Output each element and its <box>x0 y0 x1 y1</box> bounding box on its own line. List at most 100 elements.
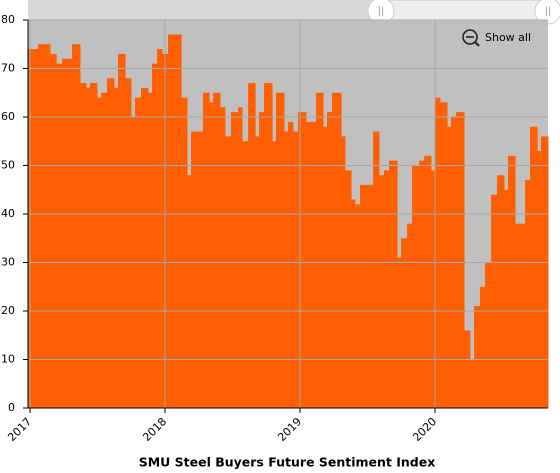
step-bar <box>430 170 436 408</box>
step-bar <box>288 121 294 408</box>
step-bar <box>503 189 509 408</box>
step-bar <box>525 180 531 408</box>
x-tick-label: 2020 <box>410 415 439 444</box>
step-bar <box>491 194 498 408</box>
step-bar <box>258 112 265 409</box>
step-bar <box>135 97 142 408</box>
step-bar <box>440 102 448 408</box>
step-bar <box>241 141 249 408</box>
step-bar <box>255 136 260 408</box>
step-bar <box>316 92 324 408</box>
step-bar <box>359 184 374 408</box>
step-bar <box>187 175 192 408</box>
step-bar <box>397 257 402 408</box>
y-tick-label: 60 <box>1 110 15 123</box>
show-all-label[interactable]: Show all <box>485 31 531 44</box>
step-bar <box>231 112 239 409</box>
step-bar <box>213 92 221 408</box>
step-bar <box>305 121 317 408</box>
step-bar <box>79 83 87 409</box>
step-bar <box>152 63 158 409</box>
step-bar <box>263 83 273 409</box>
step-bar <box>537 150 542 408</box>
range-window[interactable] <box>381 1 548 21</box>
y-tick-label: 50 <box>1 159 15 172</box>
step-bar <box>496 175 505 408</box>
x-tick-label: 2017 <box>5 415 34 444</box>
step-bar <box>508 155 516 408</box>
y-tick-label: 20 <box>1 304 15 317</box>
step-bar <box>96 97 102 408</box>
step-bar <box>224 136 232 408</box>
step-bar <box>388 160 398 408</box>
step-bar <box>219 107 226 409</box>
step-bar <box>447 126 452 408</box>
x-tick-label: 2018 <box>140 415 169 444</box>
step-bar <box>435 97 441 408</box>
step-bar <box>72 44 81 408</box>
step-bar <box>86 87 91 409</box>
step-bar <box>400 238 408 408</box>
step-bar <box>383 170 390 408</box>
step-bar <box>515 223 526 408</box>
step-bar <box>248 83 256 409</box>
step-bar <box>424 155 432 408</box>
step-bar <box>484 262 492 408</box>
step-bar <box>167 34 182 409</box>
step-bar <box>283 131 289 409</box>
step-bar <box>327 112 333 409</box>
step-bar <box>418 160 425 408</box>
step-bar <box>209 102 214 408</box>
step-bar <box>479 286 486 408</box>
step-bar <box>28 49 39 408</box>
step-bar <box>140 87 149 409</box>
step-bar <box>456 112 465 409</box>
step-bar <box>407 223 413 408</box>
y-tick-label: 10 <box>1 353 15 366</box>
step-bar <box>202 92 210 408</box>
y-tick-label: 40 <box>1 207 15 220</box>
step-bar <box>474 306 481 408</box>
step-bar <box>373 131 380 409</box>
step-bar <box>341 136 346 408</box>
step-bar <box>157 49 163 408</box>
step-bar <box>272 141 277 408</box>
step-bar <box>89 83 98 409</box>
step-bar <box>332 92 342 408</box>
step-bar <box>101 92 108 408</box>
handle-grip: || <box>545 6 552 17</box>
step-bar <box>351 199 356 408</box>
step-bar <box>297 112 307 409</box>
step-bar <box>530 126 538 408</box>
step-bar <box>469 359 475 408</box>
step-bar <box>191 131 204 409</box>
y-tick-label: 80 <box>1 13 15 26</box>
step-bar <box>148 92 153 408</box>
step-bar <box>56 63 63 409</box>
step-bar <box>464 330 471 408</box>
step-bar <box>106 78 115 408</box>
step-bar <box>113 87 119 409</box>
step-bar <box>62 58 73 409</box>
step-bar <box>344 170 352 408</box>
show-all-button[interactable]: Show all <box>462 29 531 47</box>
step-bar <box>118 53 126 408</box>
step-bar <box>540 136 549 408</box>
x-tick-label: 2019 <box>275 415 304 444</box>
step-bar <box>50 53 57 408</box>
step-bar <box>292 131 299 409</box>
zoom-out-icon <box>474 41 480 47</box>
y-tick-label: 30 <box>1 256 15 269</box>
step-bar <box>322 126 328 408</box>
step-bar <box>354 204 361 408</box>
zoom-out-icon <box>462 29 478 45</box>
step-bar <box>378 175 385 408</box>
step-bar <box>125 78 132 408</box>
step-bar <box>238 107 243 409</box>
y-tick-label: 70 <box>1 62 15 75</box>
step-bar <box>412 165 420 408</box>
step-bar <box>181 97 188 408</box>
step-bar <box>275 92 285 408</box>
y-tick-label: 0 <box>8 401 15 414</box>
